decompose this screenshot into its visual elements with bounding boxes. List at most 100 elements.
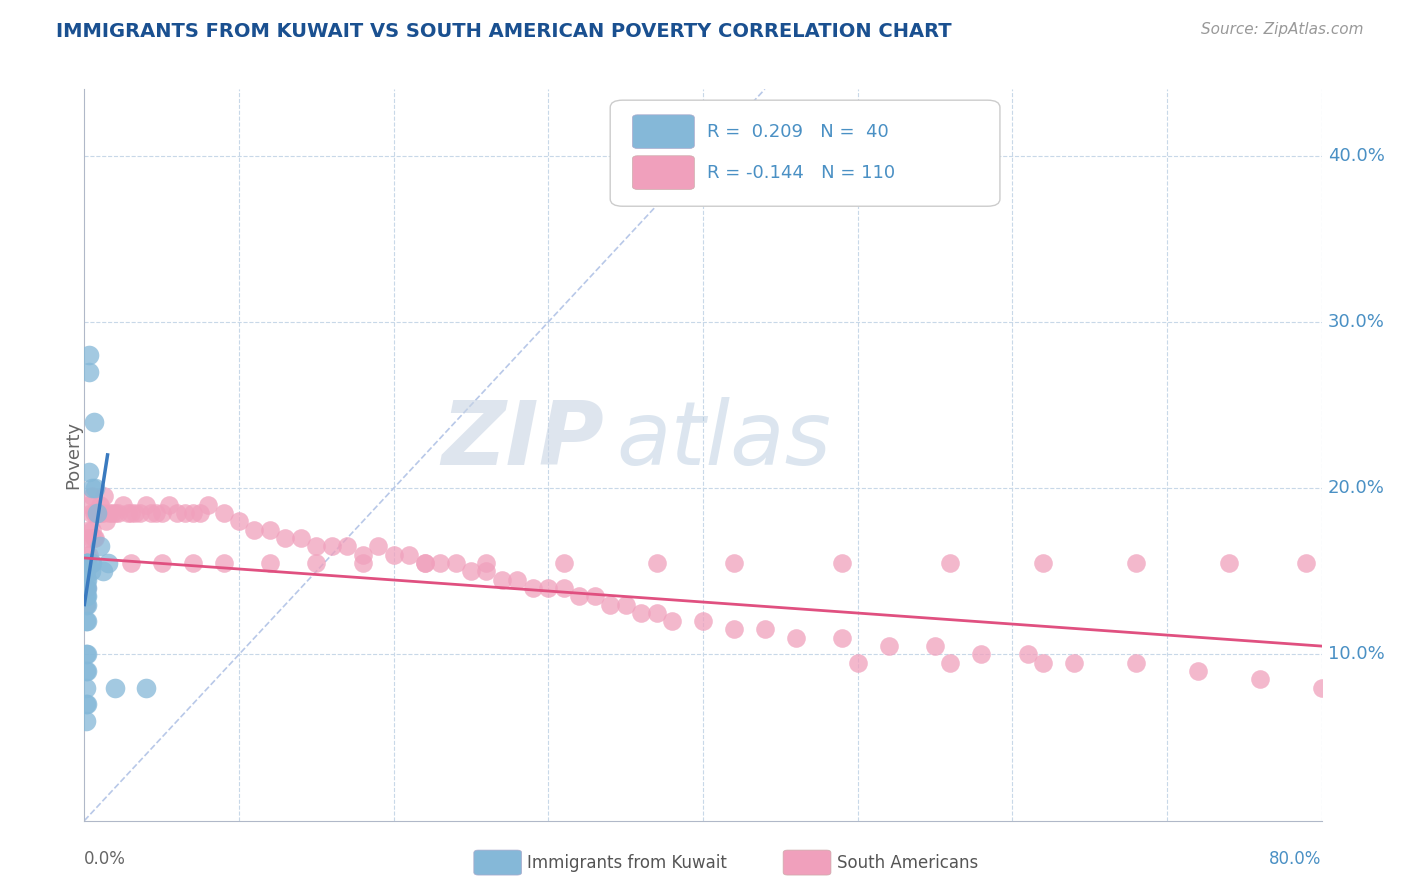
Point bbox=[75, 581, 97, 595]
Point bbox=[970, 648, 993, 662]
Point bbox=[522, 581, 544, 595]
Point bbox=[212, 556, 235, 570]
Point bbox=[475, 564, 498, 578]
Point bbox=[79, 531, 101, 545]
Point bbox=[661, 614, 683, 628]
Point bbox=[75, 564, 97, 578]
Point bbox=[754, 623, 776, 637]
Point bbox=[76, 581, 98, 595]
Point bbox=[77, 465, 100, 479]
Point bbox=[367, 539, 389, 553]
Point bbox=[84, 506, 107, 520]
Point bbox=[75, 598, 97, 612]
Text: Source: ZipAtlas.com: Source: ZipAtlas.com bbox=[1201, 22, 1364, 37]
Point bbox=[159, 498, 180, 512]
Point bbox=[76, 698, 98, 712]
Point bbox=[84, 481, 107, 495]
Point bbox=[1032, 556, 1054, 570]
Point bbox=[101, 506, 124, 520]
Point bbox=[76, 556, 98, 570]
Point bbox=[1032, 656, 1054, 670]
Point bbox=[212, 506, 235, 520]
Point bbox=[630, 606, 652, 620]
Point bbox=[475, 556, 498, 570]
Text: ZIP: ZIP bbox=[441, 397, 605, 483]
Point bbox=[77, 548, 100, 562]
Point bbox=[77, 365, 100, 379]
Point bbox=[1125, 656, 1147, 670]
Point bbox=[1249, 673, 1271, 687]
Point bbox=[181, 556, 204, 570]
Point bbox=[553, 556, 575, 570]
Point bbox=[76, 664, 98, 678]
Point bbox=[336, 539, 359, 553]
Point bbox=[831, 631, 853, 645]
Point bbox=[129, 506, 152, 520]
Point bbox=[398, 548, 420, 562]
Point bbox=[86, 506, 108, 520]
Point bbox=[89, 539, 111, 553]
Point bbox=[150, 506, 173, 520]
Point bbox=[79, 556, 101, 570]
Point bbox=[76, 531, 98, 545]
Point bbox=[75, 664, 97, 678]
Point bbox=[723, 556, 745, 570]
Point bbox=[75, 589, 97, 603]
Point bbox=[614, 598, 637, 612]
Point bbox=[112, 498, 135, 512]
Point bbox=[243, 523, 266, 537]
Point bbox=[352, 548, 374, 562]
Point bbox=[553, 581, 575, 595]
FancyBboxPatch shape bbox=[633, 115, 695, 148]
Point bbox=[77, 348, 100, 362]
Point bbox=[91, 564, 114, 578]
Text: R = -0.144   N = 110: R = -0.144 N = 110 bbox=[707, 163, 894, 182]
Point bbox=[645, 606, 668, 620]
Point bbox=[537, 581, 560, 595]
Point bbox=[1295, 556, 1317, 570]
Point bbox=[76, 548, 98, 562]
Point bbox=[87, 506, 110, 520]
Point bbox=[77, 498, 100, 512]
Point bbox=[583, 589, 606, 603]
Point bbox=[75, 589, 97, 603]
Point bbox=[1187, 664, 1209, 678]
FancyBboxPatch shape bbox=[633, 156, 695, 189]
Y-axis label: Poverty: Poverty bbox=[65, 421, 82, 489]
Point bbox=[692, 614, 714, 628]
Point bbox=[76, 573, 98, 587]
Point bbox=[785, 631, 807, 645]
Point bbox=[429, 556, 451, 570]
Point bbox=[120, 506, 142, 520]
Point bbox=[75, 573, 97, 587]
Point bbox=[568, 589, 591, 603]
Point bbox=[228, 515, 250, 529]
Point bbox=[413, 556, 436, 570]
Point bbox=[1310, 681, 1333, 695]
Point bbox=[75, 648, 97, 662]
Point bbox=[924, 639, 946, 653]
Point bbox=[599, 598, 621, 612]
Point bbox=[1017, 648, 1039, 662]
Text: 80.0%: 80.0% bbox=[1270, 850, 1322, 868]
Point bbox=[89, 498, 111, 512]
Point bbox=[90, 506, 112, 520]
Point bbox=[124, 506, 146, 520]
Point bbox=[188, 506, 211, 520]
Point bbox=[305, 556, 328, 570]
Text: IMMIGRANTS FROM KUWAIT VS SOUTH AMERICAN POVERTY CORRELATION CHART: IMMIGRANTS FROM KUWAIT VS SOUTH AMERICAN… bbox=[56, 22, 952, 41]
Point bbox=[723, 623, 745, 637]
Point bbox=[321, 539, 343, 553]
Point bbox=[77, 523, 100, 537]
Point bbox=[150, 556, 173, 570]
Point bbox=[75, 698, 97, 712]
Text: R =  0.209   N =  40: R = 0.209 N = 40 bbox=[707, 122, 889, 141]
Point bbox=[79, 564, 101, 578]
Point bbox=[117, 506, 139, 520]
Text: 10.0%: 10.0% bbox=[1327, 646, 1385, 664]
Point bbox=[139, 506, 162, 520]
Point bbox=[83, 415, 105, 429]
Point bbox=[259, 556, 281, 570]
Point bbox=[82, 523, 104, 537]
Text: 30.0%: 30.0% bbox=[1327, 313, 1385, 331]
